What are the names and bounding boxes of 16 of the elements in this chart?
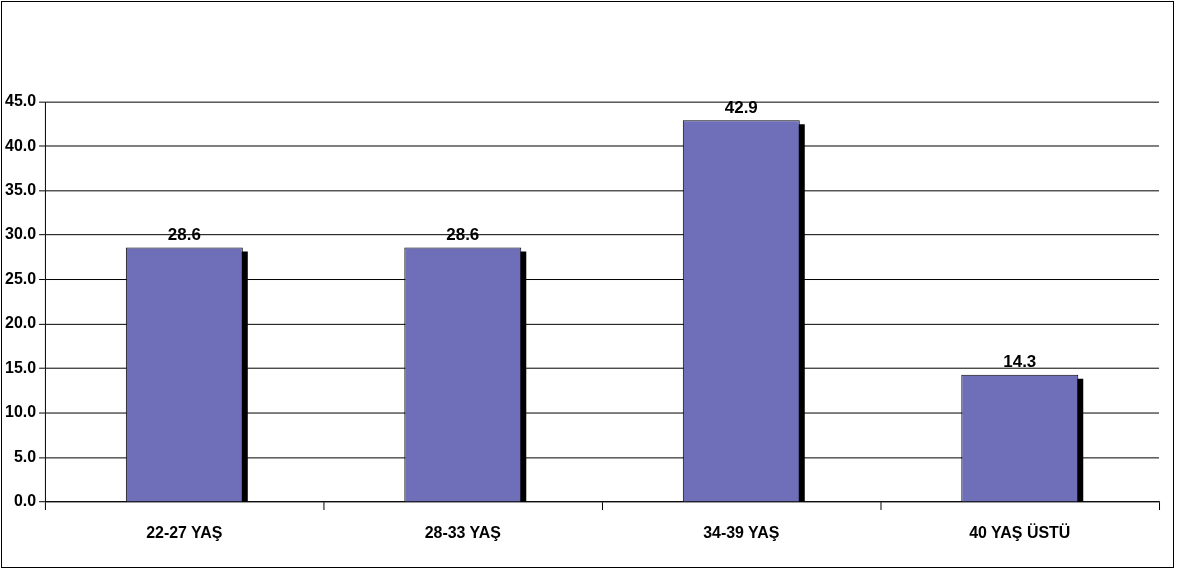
- y-tick-label: 10.0: [5, 403, 37, 421]
- y-tick-label: 35.0: [5, 181, 37, 199]
- x-tick-label: 40 YAŞ ÜSTÜ: [969, 522, 1071, 541]
- data-label: 14.3: [1003, 352, 1037, 372]
- y-tick-label: 5.0: [13, 447, 37, 465]
- y-tick-label: 15.0: [5, 358, 37, 376]
- y-tick-label: 25.0: [5, 270, 37, 287]
- x-tick-label: 34-39 YAŞ: [703, 523, 780, 541]
- y-tick-label: 30.0: [5, 225, 37, 243]
- data-label: 42.9: [724, 97, 758, 117]
- y-tick-label: 45.0: [5, 92, 37, 110]
- y-tick-label: 20.0: [5, 314, 37, 332]
- y-tick-label: 0.0: [13, 492, 37, 510]
- y-tick-label: 40.0: [5, 136, 37, 154]
- x-tick-label: 28-33 YAŞ: [424, 523, 501, 541]
- x-tick-label: 22-27 YAŞ: [146, 523, 223, 541]
